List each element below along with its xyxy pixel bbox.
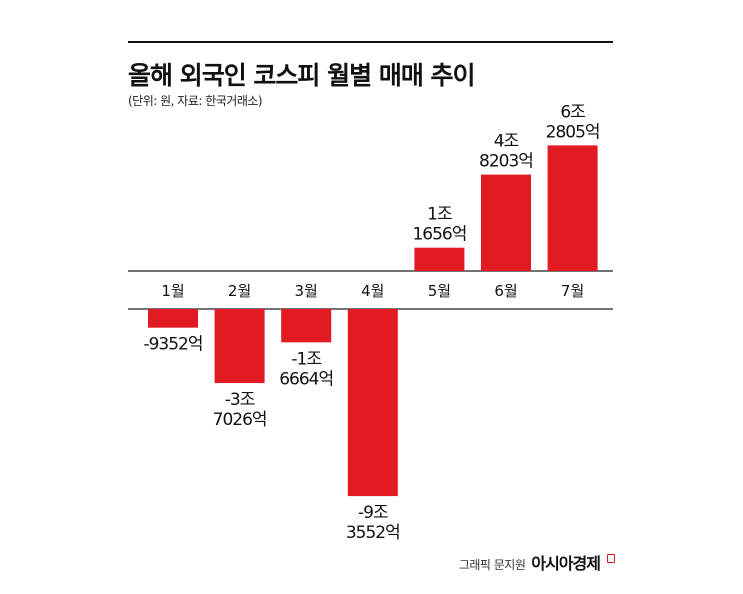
bar — [148, 309, 198, 328]
data-label: 8203억 — [479, 152, 533, 172]
graphic-credit: 그래픽 문지원 — [458, 558, 526, 572]
chart-subtitle: (단위: 원, 자료: 한국거래소) — [128, 94, 263, 108]
data-label: -9조 — [358, 503, 388, 523]
top-rule — [128, 41, 613, 43]
chart-title: 올해 외국인 코스피 월별 매매 추이 — [128, 61, 476, 90]
category-label: 7월 — [561, 282, 584, 300]
category-label: 6월 — [494, 282, 517, 300]
data-label: 6조 — [560, 102, 585, 122]
data-label: -1조 — [291, 349, 321, 369]
data-label: -3조 — [225, 390, 255, 410]
category-label: 4월 — [361, 282, 384, 300]
bar — [414, 247, 465, 271]
publisher-logo: 아시아경제 — [531, 554, 601, 573]
bar — [547, 145, 598, 271]
category-label: 3월 — [295, 282, 318, 300]
data-label: 3552억 — [346, 523, 400, 543]
credit: 그래픽 문지원 아시아경제 — [459, 550, 615, 574]
data-label: 7026억 — [213, 410, 267, 430]
bar — [481, 174, 531, 271]
bar — [347, 309, 398, 497]
data-label: 1조 — [427, 205, 452, 225]
data-label: -9352억 — [143, 335, 202, 355]
category-label: 1월 — [161, 282, 184, 300]
category-label: 5월 — [428, 282, 451, 300]
bar — [281, 309, 332, 343]
category-label: 2월 — [228, 282, 251, 300]
data-label: 1656억 — [412, 225, 466, 245]
data-label: 4조 — [494, 132, 519, 152]
data-label: 2805억 — [546, 122, 600, 142]
bar — [214, 309, 265, 384]
logo-mark-icon — [607, 554, 615, 563]
data-label: 6664억 — [279, 369, 333, 389]
